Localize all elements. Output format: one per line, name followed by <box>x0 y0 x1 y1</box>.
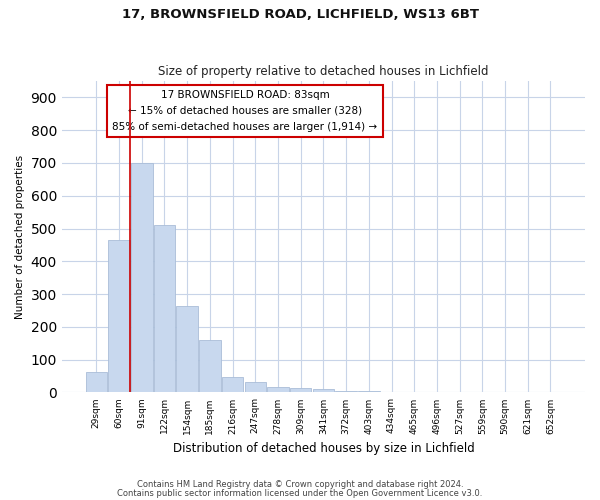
Bar <box>222 377 244 392</box>
Bar <box>176 306 198 392</box>
Bar <box>131 163 152 392</box>
Title: Size of property relative to detached houses in Lichfield: Size of property relative to detached ho… <box>158 66 488 78</box>
Bar <box>313 389 334 392</box>
Bar <box>267 386 289 392</box>
Bar <box>108 240 130 392</box>
Bar <box>154 224 175 392</box>
Bar <box>86 372 107 392</box>
Bar <box>335 391 357 392</box>
Text: 17 BROWNSFIELD ROAD: 83sqm
← 15% of detached houses are smaller (328)
85% of sem: 17 BROWNSFIELD ROAD: 83sqm ← 15% of deta… <box>112 90 377 132</box>
Bar <box>245 382 266 392</box>
Bar <box>290 388 311 392</box>
Text: Contains public sector information licensed under the Open Government Licence v3: Contains public sector information licen… <box>118 489 482 498</box>
Bar <box>358 391 380 392</box>
X-axis label: Distribution of detached houses by size in Lichfield: Distribution of detached houses by size … <box>173 442 474 455</box>
Text: 17, BROWNSFIELD ROAD, LICHFIELD, WS13 6BT: 17, BROWNSFIELD ROAD, LICHFIELD, WS13 6B… <box>121 8 479 20</box>
Bar <box>199 340 221 392</box>
Y-axis label: Number of detached properties: Number of detached properties <box>15 154 25 319</box>
Text: Contains HM Land Registry data © Crown copyright and database right 2024.: Contains HM Land Registry data © Crown c… <box>137 480 463 489</box>
